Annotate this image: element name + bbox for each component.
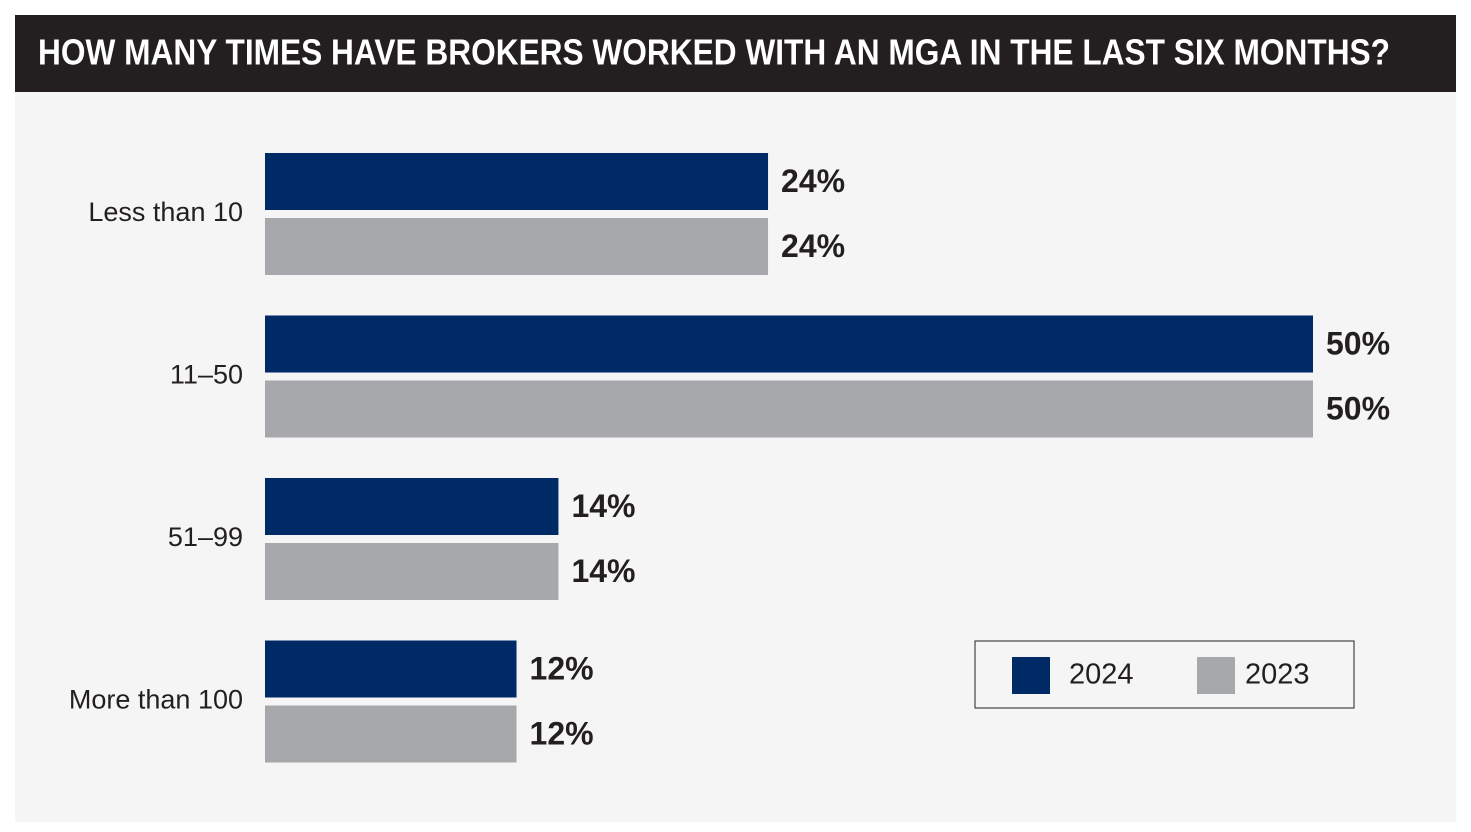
value-label: 50% [1326,390,1390,426]
legend-box [974,640,1355,709]
category-label: More than 100 [69,685,243,715]
category-label: 51–99 [168,522,243,552]
plot-background [15,92,1456,822]
bar [265,218,769,275]
bar [265,380,1313,438]
legend-label: 2024 [1069,659,1134,691]
value-label: 50% [1326,325,1390,361]
chart-title: HOW MANY TIMES HAVE BROKERS WORKED WITH … [38,32,1390,73]
value-label: 12% [530,715,594,751]
bar [265,705,517,763]
value-label: 14% [571,488,635,524]
bar [265,315,1313,373]
bar [265,478,559,535]
value-label: 24% [781,163,845,199]
value-label: 12% [530,650,594,686]
bar [265,543,559,600]
category-label: 11–50 [170,360,243,390]
bar [265,640,517,698]
category-label: Less than 10 [88,197,243,227]
title-bar [15,15,1456,92]
value-label: 14% [571,553,635,589]
legend-swatch [1197,657,1235,694]
legend-swatch [1012,657,1050,694]
legend-label: 2023 [1245,659,1310,691]
value-label: 24% [781,228,845,264]
bar [265,153,769,210]
